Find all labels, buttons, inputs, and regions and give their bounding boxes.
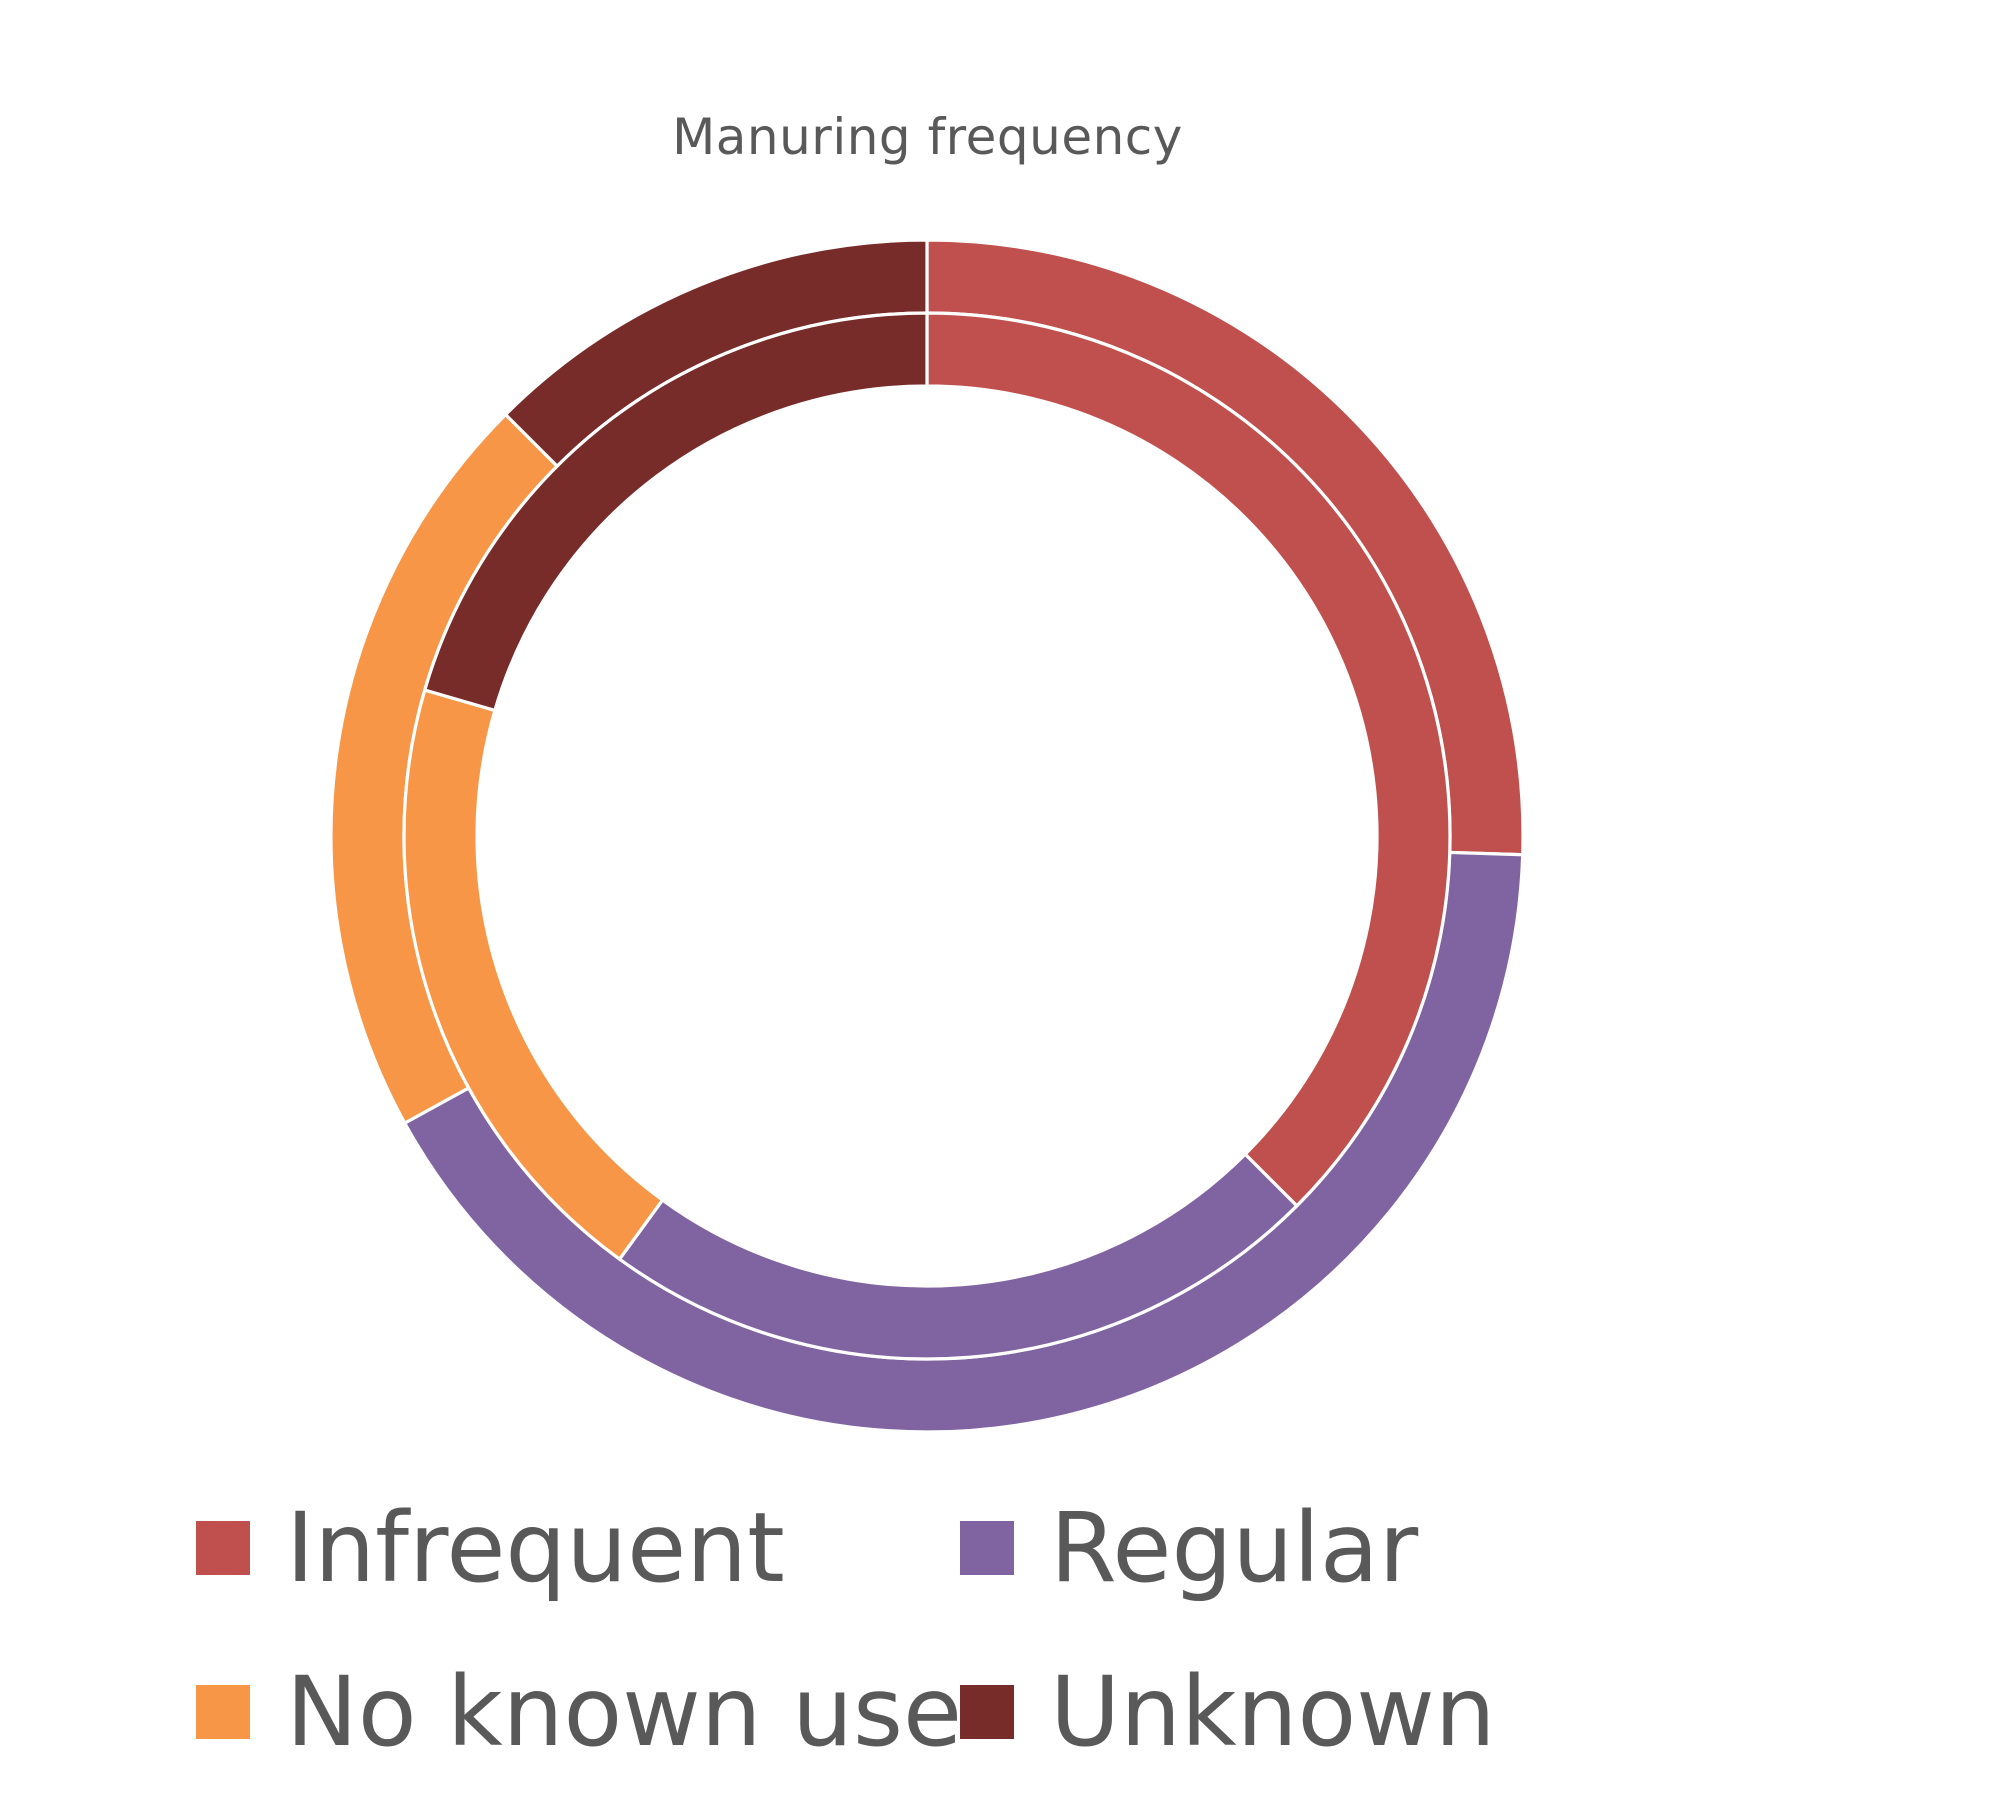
legend-item-infrequent: Infrequent [196, 1492, 785, 1604]
chart-title: Manuring frequency [672, 108, 1183, 166]
legend-swatch-infrequent [196, 1521, 250, 1575]
inner-ring-slice-unknown [422, 311, 929, 713]
inner-ring-slice-infrequent [925, 311, 1452, 1209]
legend-item-unknown: Unknown [960, 1656, 1496, 1768]
legend-swatch-unknown [960, 1685, 1014, 1739]
legend-item-regular: Regular [960, 1492, 1418, 1604]
legend-label-unknown: Unknown [1050, 1656, 1496, 1768]
legend-swatch-no-known-use [196, 1685, 250, 1739]
legend-label-infrequent: Infrequent [286, 1492, 785, 1604]
legend-label-no-known-use: No known use [286, 1656, 963, 1768]
legend-swatch-regular [960, 1521, 1014, 1575]
legend-item-no-known-use: No known use [196, 1656, 962, 1768]
legend-label-regular: Regular [1050, 1492, 1419, 1604]
